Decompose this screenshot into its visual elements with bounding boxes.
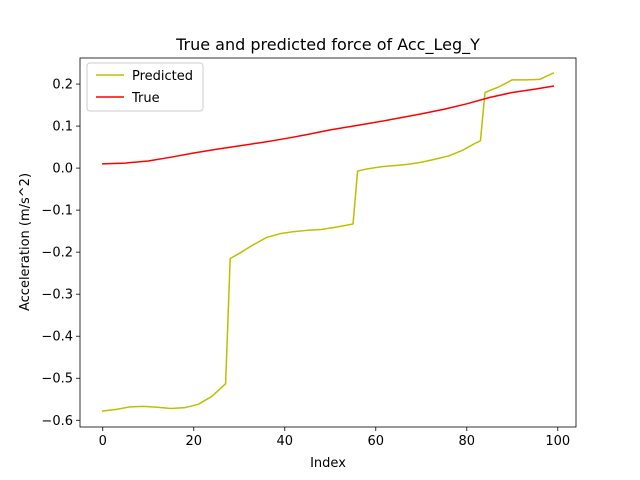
x-tick-label: 40	[276, 434, 293, 449]
y-tick-label: −0.5	[41, 372, 73, 387]
x-tick-label: 60	[368, 434, 385, 449]
y-tick-label: −0.1	[41, 204, 73, 219]
legend-label-true: True	[131, 91, 160, 106]
x-tick-label: 0	[99, 434, 107, 449]
y-tick-label: 0.2	[52, 78, 73, 93]
series-layer	[101, 72, 555, 412]
plot-frame	[79, 57, 577, 428]
legend: Predicted True	[86, 62, 204, 112]
y-tick-label: 0.1	[52, 120, 73, 135]
y-tick-label: 0.0	[52, 162, 73, 177]
y-tick-label: −0.6	[41, 414, 73, 429]
x-axis-label: Index	[310, 456, 346, 471]
legend-label-predicted: Predicted	[132, 69, 193, 84]
chart-title: True and predicted force of Acc_Leg_Y	[175, 35, 480, 55]
y-tick-label: −0.4	[41, 330, 73, 345]
y-tick-label: −0.2	[41, 246, 73, 261]
x-tick-label: 100	[545, 434, 570, 449]
x-tick-label: 20	[185, 434, 202, 449]
series-line-true	[101, 85, 555, 165]
y-axis-label: Acceleration (m/s^2)	[18, 173, 33, 311]
y-tick-label: −0.3	[41, 288, 73, 303]
x-tick-label: 80	[459, 434, 476, 449]
axes-layer: 0 20 40 60 80 100 −0.6 −0.5 −0.4 −0.3 −0.2 −0.1 0.0 0…	[41, 57, 577, 449]
series-line-predicted	[101, 72, 555, 412]
